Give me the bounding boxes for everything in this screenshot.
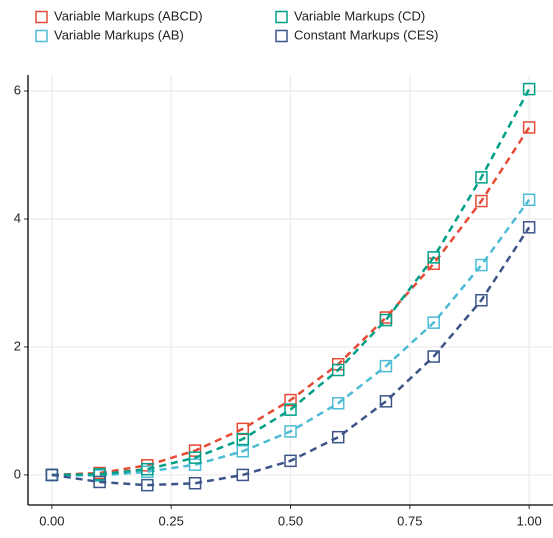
marker xyxy=(188,451,202,464)
marker xyxy=(331,397,345,410)
marker xyxy=(475,171,488,184)
marker xyxy=(93,475,106,489)
legend-swatch xyxy=(35,29,48,43)
marker xyxy=(522,221,536,234)
x-tick-label: 0.25 xyxy=(159,513,184,528)
series-line xyxy=(51,126,531,477)
marker xyxy=(427,350,440,363)
legend-label: Constant Markups (CES) xyxy=(294,27,439,42)
marker xyxy=(141,478,154,492)
marker xyxy=(45,468,59,482)
marker xyxy=(236,422,250,436)
marker xyxy=(475,194,488,208)
x-tick-label: 0.75 xyxy=(397,513,422,528)
marker xyxy=(522,121,536,134)
legend-label: Variable Markups (AB) xyxy=(54,27,184,42)
legend-swatch xyxy=(275,10,288,24)
legend-label: Variable Markups (ABCD) xyxy=(54,8,203,23)
marker xyxy=(427,251,440,264)
y-tick-label: 4 xyxy=(14,210,21,225)
marker xyxy=(236,445,250,458)
marker xyxy=(93,468,106,481)
marker xyxy=(236,432,250,446)
marker xyxy=(188,458,202,471)
marker xyxy=(427,316,440,329)
series-line xyxy=(51,226,531,487)
marker xyxy=(475,258,488,272)
legend-swatch xyxy=(35,10,48,24)
marker xyxy=(284,425,297,438)
marker xyxy=(284,403,297,416)
marker xyxy=(284,393,297,407)
marker xyxy=(141,462,154,476)
marker xyxy=(331,363,345,377)
marker xyxy=(188,444,202,457)
legend-swatch xyxy=(275,29,288,43)
marker xyxy=(522,82,536,96)
x-tick-label: 0.50 xyxy=(278,513,303,528)
y-tick-label: 0 xyxy=(14,466,21,481)
y-tick-label: 6 xyxy=(14,82,21,97)
series-line xyxy=(51,88,531,477)
marker xyxy=(284,454,297,468)
marker xyxy=(475,293,488,307)
series-line xyxy=(51,199,531,477)
marker xyxy=(379,395,393,408)
marker xyxy=(379,313,393,327)
x-tick-label: 1.00 xyxy=(516,513,541,528)
marker xyxy=(188,476,202,490)
x-tick-label: 0.00 xyxy=(39,513,64,528)
y-tick-label: 2 xyxy=(14,338,21,353)
legend-label: Variable Markups (CD) xyxy=(294,8,425,23)
marker xyxy=(331,430,345,444)
marker xyxy=(379,359,393,373)
marker xyxy=(236,468,250,482)
marker xyxy=(522,193,536,207)
